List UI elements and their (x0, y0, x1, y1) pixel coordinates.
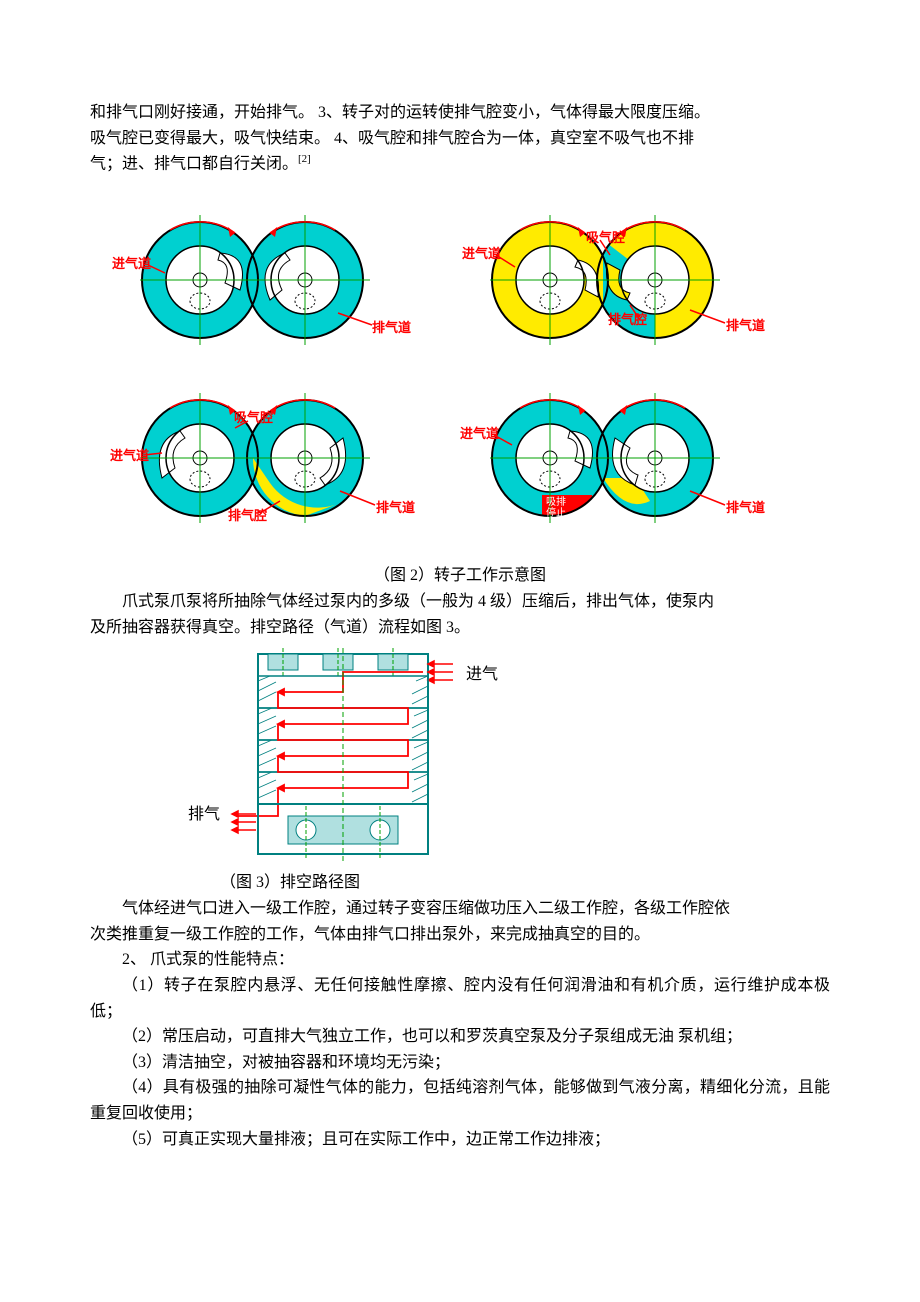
bullet-3: （3）清洁抽空，对被抽容器和环境均无污染； (90, 1050, 830, 1076)
figure-2-caption: （图 2）转子工作示意图 (90, 561, 830, 585)
label-inlet-3: 进气道 (110, 445, 149, 464)
label-inlet-2: 进气道 (462, 243, 501, 262)
label-outlet-1: 排气道 (372, 317, 411, 336)
figure-3-label-in: 进气 (466, 660, 498, 684)
para-after-fig2-1: 爪式泵爪泵将所抽除气体经过泵内的多级（一般为 4 级）压缩后，排出气体，使泵内 (90, 589, 830, 615)
label-inlet-4: 进气道 (460, 423, 499, 442)
label-outlet-chamber-2: 排气腔 (608, 309, 647, 328)
bullet-2: （2）常压启动，可直排大气独立工作，也可以和罗茨真空泵及分子泵组成无油 泵机组； (90, 1024, 830, 1050)
para-after-fig2-2: 及所抽容器获得真空。排空路径（气道）流程如图 3。 (90, 615, 830, 641)
bullet-5: （5）可真正实现大量排液；且可在实际工作中，边正常工作边排液； (90, 1127, 830, 1153)
svg-text:吸排: 吸排 (546, 495, 566, 508)
rotor-diagram-1: 进气道 排气道 (140, 205, 430, 355)
figure-3: 排气 (180, 646, 830, 864)
rotor-diagram-2: 进气道 排气道 吸气腔 排气腔 (490, 205, 780, 355)
figure-3-label-out: 排气 (188, 800, 220, 824)
intro-line-2: 吸气腔已变得最大，吸气快结束。 4、吸气腔和排气腔合为一体，真空室不吸气也不排 (90, 126, 830, 152)
label-outlet-4: 排气道 (726, 497, 765, 516)
figure-3-caption: （图 3）排空路径图 (220, 868, 830, 892)
label-outlet-chamber-3: 排气腔 (228, 505, 267, 524)
intro-line-1: 和排气口刚好接通，开始排气。 3、转子对的运转使排气腔变小，气体得最大限度压缩。 (90, 100, 830, 126)
figure-2-row-2: 进气道 排气道 吸气腔 排气腔 (140, 383, 780, 533)
section-2-title: 2、 爪式泵的性能特点： (90, 947, 830, 973)
svg-text:停止: 停止 (546, 506, 566, 519)
intro-line-3-text: 气；进、排气口都自行关闭。 (90, 156, 298, 173)
label-outlet-2: 排气道 (726, 315, 765, 334)
para-after-fig3-2: 次类推重复一级工作腔的工作，气体由排气口排出泵外，来完成抽真空的目的。 (90, 922, 830, 948)
figure-3-diagram (228, 646, 458, 864)
rotor-diagram-4: 吸排 停止 进气道 排气道 (490, 383, 780, 533)
label-inlet-chamber-3: 吸气腔 (234, 407, 273, 426)
figure-2-row-1: 进气道 排气道 (140, 205, 780, 355)
figure-2: 进气道 排气道 (140, 205, 780, 533)
rotor-diagram-3: 进气道 排气道 吸气腔 排气腔 (140, 383, 430, 533)
bullet-1: （1）转子在泵腔内悬浮、无任何接触性摩擦、腔内没有任何润滑油和有机介质，运行维护… (90, 973, 830, 1024)
intro-line-3: 气；进、排气口都自行关闭。[2] (90, 151, 830, 177)
label-inlet-chamber-2: 吸气腔 (586, 227, 625, 246)
intro-citation: [2] (298, 153, 311, 165)
label-inlet-1: 进气道 (112, 253, 151, 272)
para-after-fig3-1: 气体经进气口进入一级工作腔，通过转子变容压缩做功压入二级工作腔，各级工作腔依 (90, 896, 830, 922)
label-outlet-3: 排气道 (376, 497, 415, 516)
bullet-4: （4）具有极强的抽除可凝性气体的能力，包括纯溶剂气体，能够做到气液分离，精细化分… (90, 1075, 830, 1126)
